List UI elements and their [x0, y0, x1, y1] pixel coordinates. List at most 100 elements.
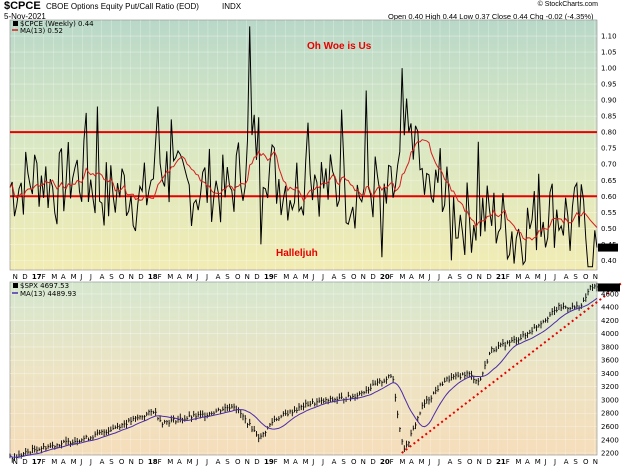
annotation-greed: Halleljuh [276, 248, 318, 259]
copyright-label: © StockCharts.com [537, 1, 598, 8]
y-tick-label: 2400 [601, 436, 619, 444]
legend-spx-ma: MA(13) 4489.93 [20, 290, 76, 298]
x-tick-label: M [51, 273, 57, 281]
x-tick-label: 18 [148, 458, 158, 466]
x-tick-label: A [448, 458, 453, 466]
y-tick-label: 4400 [601, 304, 619, 312]
x-tick-label: D [254, 273, 259, 281]
y-tick-label: 2600 [601, 423, 619, 431]
x-tick-label: 19 [264, 273, 274, 281]
x-tick-label: N [245, 458, 250, 466]
x-tick-label: M [167, 458, 173, 466]
x-tick-label: J [427, 273, 430, 281]
x-tick-label: F [506, 273, 510, 281]
x-tick-label: N [593, 458, 598, 466]
x-tick-label: J [195, 273, 198, 281]
x-tick-label: A [177, 458, 182, 466]
x-tick-label: N [13, 458, 18, 466]
y-axis-ticks-bottom: 4600 4400 4200 4000 3800 3600 3400 3200 3000 2800… [601, 290, 619, 457]
x-tick-label: A [409, 458, 414, 466]
x-tick-label: 21 [496, 458, 506, 466]
x-tick-label: M [283, 273, 289, 281]
cpce-ma-line [9, 139, 598, 241]
x-tick-label: F [42, 273, 46, 281]
x-tick-label: S [109, 458, 114, 466]
y-tick-label: 3000 [601, 396, 619, 404]
x-tick-label: N [13, 273, 18, 281]
x-tick-label: 17 [32, 458, 42, 466]
x-tick-label: S [457, 273, 462, 281]
x-tick-label: O [351, 273, 357, 281]
y-tick-label: 1.00 [601, 65, 617, 73]
y-tick-label: 3800 [601, 343, 619, 351]
x-tick-label: N [129, 273, 134, 281]
last-value-marker-bottom [598, 283, 620, 292]
y-tick-label: 2800 [601, 410, 619, 418]
last-value-box [598, 283, 620, 292]
y-tick-label: 0.65 [601, 177, 617, 185]
support-trend-line [401, 282, 622, 454]
y-tick-label: 2200 [601, 450, 619, 458]
legend-cpce: $CPCE (Weekly) 0.44 [20, 20, 94, 28]
x-tick-label: 18 [148, 273, 158, 281]
x-tick-label: J [427, 458, 430, 466]
x-tick-label: S [341, 458, 346, 466]
x-tick-label: F [506, 458, 510, 466]
spx-ma-line [9, 297, 598, 458]
y-tick-label: 0.40 [601, 257, 617, 265]
y-tick-label: 0.75 [601, 145, 617, 153]
x-tick-label: O [119, 273, 125, 281]
x-tick-label: A [448, 273, 453, 281]
x-tick-label: O [235, 458, 241, 466]
chart-date: 5-Nov-2021 [4, 12, 46, 21]
quote-readout: Open 0.40 High 0.44 Low 0.37 Close 0.44 … [388, 12, 594, 21]
x-tick-label: J [437, 273, 440, 281]
legend-spx: $SPX 4697.53 [20, 282, 69, 290]
x-tick-label: F [158, 273, 162, 281]
x-tick-label: D [370, 458, 375, 466]
x-tick-label: S [109, 273, 114, 281]
x-tick-label: N [245, 273, 250, 281]
x-tick-label: F [390, 458, 394, 466]
x-tick-label: M [51, 458, 57, 466]
x-tick-label: O [467, 273, 473, 281]
x-tick-label: O [583, 273, 589, 281]
x-tick-label: F [274, 273, 278, 281]
x-tick-label: M [303, 273, 309, 281]
y-tick-label: 1.10 [601, 33, 617, 41]
y-axis-ticks-top: 1.10 1.05 1.00 0.95 0.90 0.85 0.80 0.75 0.70 0.65… [601, 33, 617, 265]
x-tick-label: D [138, 458, 143, 466]
x-tick-label: J [311, 458, 314, 466]
x-tick-label: 20 [380, 458, 390, 466]
legend-cpce-ma: MA(13) 0.52 [20, 27, 63, 35]
x-tick-label: J [321, 273, 324, 281]
chart-symbol: $CPCE [4, 0, 41, 12]
x-tick-label: O [351, 458, 357, 466]
x-tick-label: S [573, 273, 578, 281]
x-tick-label: N [593, 273, 598, 281]
x-tick-label: J [543, 273, 546, 281]
exchange-label: INDX [222, 2, 242, 11]
x-tick-label: A [332, 458, 337, 466]
x-tick-label: A [100, 273, 105, 281]
x-tick-label: A [216, 458, 221, 466]
x-tick-label: S [225, 273, 230, 281]
x-tick-label: D [486, 458, 491, 466]
x-tick-label: S [225, 458, 230, 466]
x-tick-label: 19 [264, 458, 274, 466]
x-tick-label: D [22, 273, 27, 281]
x-tick-label: D [370, 273, 375, 281]
last-value-box [598, 243, 618, 252]
x-tick-label: N [477, 273, 482, 281]
x-tick-label: M [303, 458, 309, 466]
x-tick-label: O [583, 458, 589, 466]
x-tick-label: M [535, 273, 541, 281]
x-tick-label: M [399, 458, 405, 466]
x-tick-label: M [187, 273, 193, 281]
x-tick-label: M [71, 273, 77, 281]
y-tick-label: 0.70 [601, 161, 617, 169]
y-tick-label: 0.95 [601, 81, 617, 89]
x-tick-label: J [543, 458, 546, 466]
y-tick-label: 4000 [601, 330, 619, 338]
x-tick-label: O [119, 458, 125, 466]
